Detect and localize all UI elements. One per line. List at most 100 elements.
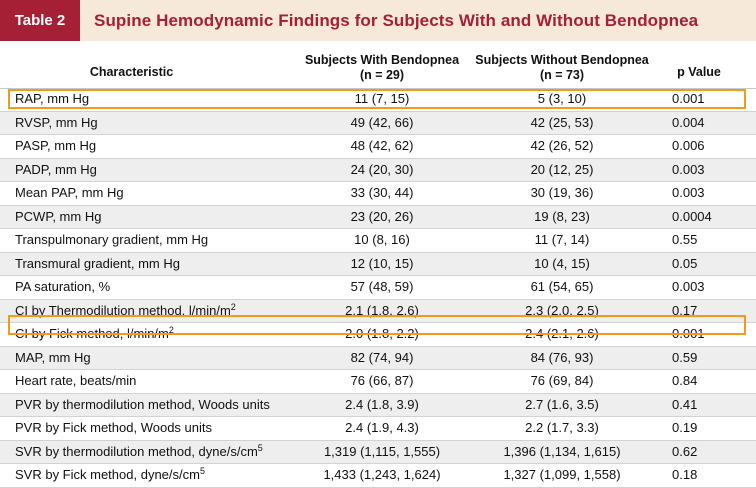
cell-characteristic-superscript: 2 xyxy=(168,325,174,335)
cell-without-bendopnea-text: 2.4 (2.1, 2.6) xyxy=(525,326,599,341)
cell-characteristic: RAP, mm Hg xyxy=(15,88,89,111)
cell-with-bendopnea-text: 24 (20, 30) xyxy=(350,161,414,177)
cell-characteristic-text: Transmural gradient, mm Hg xyxy=(15,255,180,271)
cell-characteristic: MAP, mm Hg xyxy=(15,347,91,370)
cell-characteristic-superscript: 2 xyxy=(230,301,236,312)
cell-characteristic-text: PA saturation, % xyxy=(15,279,111,294)
cell-with-bendopnea: 12 (10, 15) xyxy=(292,253,472,276)
cell-with-bendopnea-text: 2.0 (1.8, 2.2) xyxy=(345,326,419,341)
cell-without-bendopnea-text: 2.7 (1.6, 3.5) xyxy=(525,396,599,412)
cell-characteristic-text: PVR by Fick method, Woods units xyxy=(15,420,213,435)
cell-without-bendopnea-text: 2.2 (1.7, 3.3) xyxy=(525,420,599,435)
cell-with-bendopnea-text: 82 (74, 94) xyxy=(350,349,414,365)
column-header-without-line2: (n = 73) xyxy=(539,68,585,82)
cell-characteristic: PADP, mm Hg xyxy=(15,159,97,182)
cell-without-bendopnea-text: 20 (12, 25) xyxy=(530,161,594,177)
cell-p-value: 0.006 xyxy=(672,135,705,158)
table-header: Characteristic Subjects With Bendopnea (… xyxy=(0,41,756,89)
cell-with-bendopnea: 49 (42, 66) xyxy=(292,112,472,135)
cell-without-bendopnea-text: 5 (3, 10) xyxy=(537,91,587,106)
table-row: PA saturation, % 57 (48, 59) 61 (54, 65) 0.… xyxy=(0,276,756,300)
cell-without-bendopnea: 2.2 (1.7, 3.3) xyxy=(472,417,652,440)
table-row: PVR by thermodilution method, Woods unit… xyxy=(0,393,756,417)
cell-characteristic: Transmural gradient, mm Hg xyxy=(15,253,180,276)
cell-without-bendopnea-text: 2.3 (2.0, 2.5) xyxy=(525,302,599,318)
cell-without-bendopnea: 76 (69, 84) xyxy=(472,370,652,393)
cell-characteristic-text: Mean PAP, mm Hg xyxy=(15,185,124,200)
table-title-bar: Table 2 Supine Hemodynamic Findings for … xyxy=(0,0,756,41)
cell-p-value: 0.84 xyxy=(672,370,697,393)
cell-without-bendopnea-text: 1,396 (1,134, 1,615) xyxy=(503,443,621,459)
table-row: SVR by Fick method, dyne/s/cm5 1,433 (1,2… xyxy=(0,464,756,488)
cell-without-bendopnea-text: 42 (25, 53) xyxy=(530,114,594,130)
cell-with-bendopnea: 1,433 (1,243, 1,624) xyxy=(292,464,472,487)
cell-with-bendopnea-text: 48 (42, 62) xyxy=(350,138,414,153)
cell-with-bendopnea-text: 49 (42, 66) xyxy=(350,114,414,130)
table-row: Mean PAP, mm Hg 33 (30, 44) 30 (19, 36) 0.0… xyxy=(0,182,756,206)
cell-p-value: 0.55 xyxy=(672,229,697,252)
column-header-p-value: p Value xyxy=(677,65,721,79)
cell-characteristic-text: PASP, mm Hg xyxy=(15,138,97,153)
cell-with-bendopnea-text: 10 (8, 16) xyxy=(354,232,410,247)
cell-characteristic: PVR by Fick method, Woods units xyxy=(15,417,212,440)
cell-with-bendopnea-text: 11 (7, 15) xyxy=(354,91,410,106)
cell-without-bendopnea: 1,396 (1,134, 1,615) xyxy=(472,441,652,464)
cell-without-bendopnea: 2.7 (1.6, 3.5) xyxy=(472,394,652,417)
cell-with-bendopnea-text: 2.4 (1.9, 4.3) xyxy=(345,420,419,435)
cell-characteristic-text: CI by Thermodilution method, l/min/m xyxy=(15,302,231,318)
cell-p-value: 0.003 xyxy=(672,276,705,299)
table-row: Transmural gradient, mm Hg 12 (10, 15) 10 … xyxy=(0,252,756,276)
cell-without-bendopnea-text: 10 (4, 15) xyxy=(534,255,590,271)
column-header-without-bendopnea: Subjects Without Bendopnea (n = 73) xyxy=(472,53,652,83)
cell-with-bendopnea: 23 (20, 26) xyxy=(292,206,472,229)
cell-with-bendopnea-text: 2.1 (1.8, 2.6) xyxy=(345,302,419,318)
cell-p-value-text: 0.41 xyxy=(672,396,698,412)
cell-characteristic-superscript: 5 xyxy=(257,442,263,453)
cell-without-bendopnea: 10 (4, 15) xyxy=(472,253,652,276)
cell-characteristic: SVR by thermodilution method, dyne/s/cm5 xyxy=(15,441,263,464)
cell-without-bendopnea-text: 76 (69, 84) xyxy=(530,373,594,388)
cell-p-value: 0.001 xyxy=(672,323,705,346)
cell-p-value-text: 0.17 xyxy=(672,302,698,318)
cell-characteristic-text: RVSP, mm Hg xyxy=(15,114,98,130)
cell-p-value: 0.59 xyxy=(672,347,697,370)
cell-p-value-text: 0.006 xyxy=(672,138,705,153)
column-header-without-line1: Subjects Without Bendopnea xyxy=(475,53,649,67)
table-title: Supine Hemodynamic Findings for Subjects… xyxy=(94,10,699,30)
cell-p-value: 0.18 xyxy=(672,464,697,487)
cell-p-value-text: 0.003 xyxy=(672,185,705,200)
cell-p-value-text: 0.003 xyxy=(672,161,705,177)
cell-p-value-text: 0.84 xyxy=(672,373,698,388)
cell-characteristic-text: RAP, mm Hg xyxy=(15,91,90,106)
cell-with-bendopnea-text: 1,433 (1,243, 1,624) xyxy=(323,467,441,482)
cell-without-bendopnea-text: 19 (8, 23) xyxy=(534,208,590,224)
cell-characteristic-text: PADP, mm Hg xyxy=(15,161,97,177)
cell-characteristic: Mean PAP, mm Hg xyxy=(15,182,124,205)
cell-characteristic: PVR by thermodilution method, Woods unit… xyxy=(15,394,270,417)
cell-characteristic: CI by Thermodilution method, l/min/m2 xyxy=(15,300,236,323)
cell-with-bendopnea: 33 (30, 44) xyxy=(292,182,472,205)
cell-without-bendopnea: 61 (54, 65) xyxy=(472,276,652,299)
cell-p-value-text: 0.55 xyxy=(672,232,698,247)
cell-characteristic-text: SVR by thermodilution method, dyne/s/cm xyxy=(15,443,258,459)
table-row: SVR by thermodilution method, dyne/s/cm5… xyxy=(0,440,756,464)
cell-with-bendopnea: 76 (66, 87) xyxy=(292,370,472,393)
cell-p-value: 0.17 xyxy=(672,300,697,323)
table-row: MAP, mm Hg 82 (74, 94) 84 (76, 93) 0.59 xyxy=(0,346,756,370)
cell-without-bendopnea: 30 (19, 36) xyxy=(472,182,652,205)
cell-p-value-text: 0.19 xyxy=(672,420,698,435)
cell-without-bendopnea: 1,327 (1,099, 1,558) xyxy=(472,464,652,487)
cell-p-value-text: 0.004 xyxy=(672,114,705,130)
cell-with-bendopnea: 48 (42, 62) xyxy=(292,135,472,158)
cell-without-bendopnea: 42 (25, 53) xyxy=(472,112,652,135)
cell-with-bendopnea: 82 (74, 94) xyxy=(292,347,472,370)
cell-with-bendopnea: 2.4 (1.8, 3.9) xyxy=(292,394,472,417)
cell-without-bendopnea-text: 84 (76, 93) xyxy=(530,349,594,365)
cell-without-bendopnea: 2.3 (2.0, 2.5) xyxy=(472,300,652,323)
cell-without-bendopnea: 84 (76, 93) xyxy=(472,347,652,370)
cell-p-value: 0.004 xyxy=(672,112,705,135)
cell-characteristic: SVR by Fick method, dyne/s/cm5 xyxy=(15,464,205,487)
cell-with-bendopnea: 2.1 (1.8, 2.6) xyxy=(292,300,472,323)
cell-without-bendopnea: 19 (8, 23) xyxy=(472,206,652,229)
cell-p-value-text: 0.05 xyxy=(672,255,698,271)
